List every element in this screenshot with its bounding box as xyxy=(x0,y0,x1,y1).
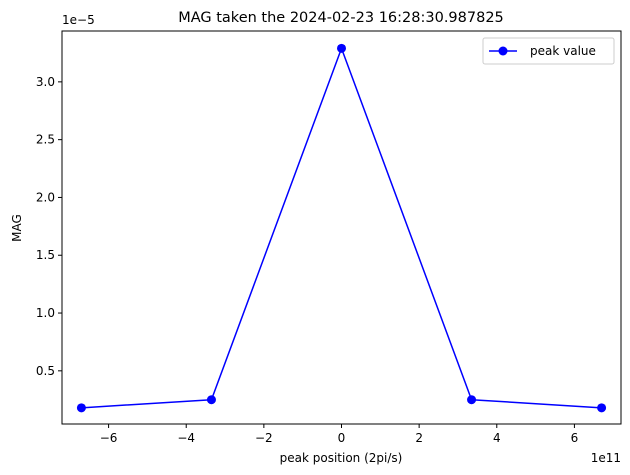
y-axis-offset-text: 1e−5 xyxy=(62,13,95,27)
x-axis-offset-text: 1e11 xyxy=(591,451,621,465)
y-tick-label: 2.0 xyxy=(36,190,55,204)
x-axis-label: peak position (2pi/s) xyxy=(280,451,403,465)
axis-ticks: −6 −4 −2 0 2 4 6 0.5 1.0 1.5 2.0 2.5 3.0 xyxy=(36,75,578,445)
series-lines xyxy=(76,43,607,413)
y-tick-label: 3.0 xyxy=(36,75,55,89)
data-point-marker xyxy=(206,395,216,405)
legend-box xyxy=(482,37,615,65)
y-tick-label: 0.5 xyxy=(36,364,55,378)
data-point-marker xyxy=(337,43,346,53)
x-tick-label: 6 xyxy=(571,431,579,445)
y-tick-label: 1.5 xyxy=(36,248,55,262)
x-tick-label: −2 xyxy=(255,431,273,445)
y-axis-label: MAG xyxy=(10,214,24,242)
plot-area-frame xyxy=(61,30,622,425)
chart-title: MAG taken the 2024-02-23 16:28:30.987825 xyxy=(178,10,504,26)
legend-entry-label: peak value xyxy=(530,44,596,58)
series-line-1 xyxy=(81,47,602,409)
y-tick-label: 2.5 xyxy=(36,133,55,147)
y-tick-label: 1.0 xyxy=(36,306,55,320)
x-tick-label: 4 xyxy=(493,431,501,445)
data-point-marker xyxy=(76,403,86,413)
legend: peak value xyxy=(482,37,615,65)
x-tick-label: 0 xyxy=(338,431,346,445)
legend-marker-sample xyxy=(498,46,508,56)
x-tick-label: −6 xyxy=(100,431,118,445)
data-point-marker xyxy=(467,395,477,405)
data-point-marker xyxy=(597,403,607,413)
x-tick-label: −4 xyxy=(177,431,195,445)
x-tick-label: 2 xyxy=(415,431,423,445)
